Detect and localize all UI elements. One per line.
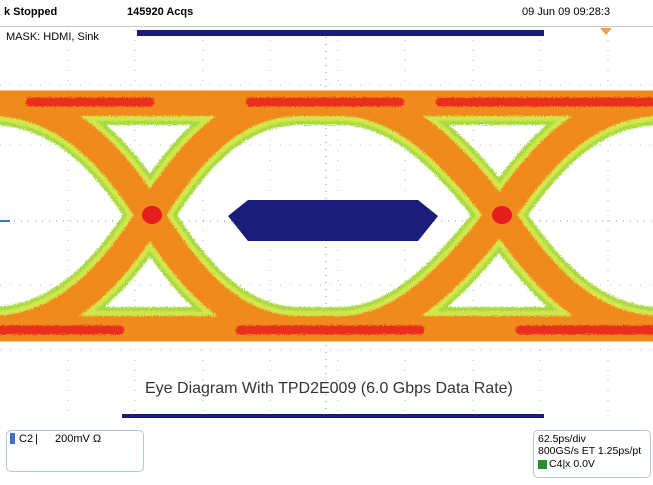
trigger-position-marker[interactable]	[600, 28, 612, 35]
trigger-level: x 0.0V	[565, 458, 595, 470]
time-per-div: 62.5ps/div	[538, 433, 586, 445]
sample-rate: 800GS/s ET 1.25ps/pt	[538, 445, 642, 457]
mask-label: MASK: HDMI, Sink	[6, 31, 99, 43]
trigger-source: C4	[549, 458, 563, 470]
date-time: 09 Jun 09 09:28:3	[522, 6, 611, 18]
channel-descriptor[interactable]	[6, 430, 144, 472]
status-divider	[0, 26, 653, 27]
channel-color-indicator	[10, 433, 15, 444]
scope-display[interactable]: MASK: HDMI, Sink Eye Diagram With TPD2E0…	[0, 30, 653, 415]
channel-separator: |	[35, 433, 38, 445]
trigger-info: C4|x 0.0V	[538, 458, 595, 470]
crossing-points	[142, 206, 512, 224]
mask-bottom-bar	[122, 414, 544, 419]
status-bar: k Stopped 145920 Acqs 09 Jun 09 09:28:3	[0, 0, 653, 30]
mask-top-bar	[137, 30, 544, 36]
channel-scale: 200mV Ω	[55, 433, 102, 445]
trigger-channel-icon	[538, 459, 547, 469]
mask-center-hexagon	[228, 200, 438, 241]
eye-diagram-plot	[0, 30, 653, 415]
channel-name: C2	[19, 433, 34, 445]
info-area	[0, 418, 653, 485]
plot-caption: Eye Diagram With TPD2E009 (6.0 Gbps Data…	[145, 380, 513, 397]
timebase-descriptor[interactable]	[533, 430, 651, 478]
mask-regions	[137, 30, 544, 241]
acquisition-count: 145920 Acqs	[127, 6, 194, 18]
eye-traces	[0, 79, 653, 353]
run-state[interactable]: k Stopped	[4, 6, 58, 18]
